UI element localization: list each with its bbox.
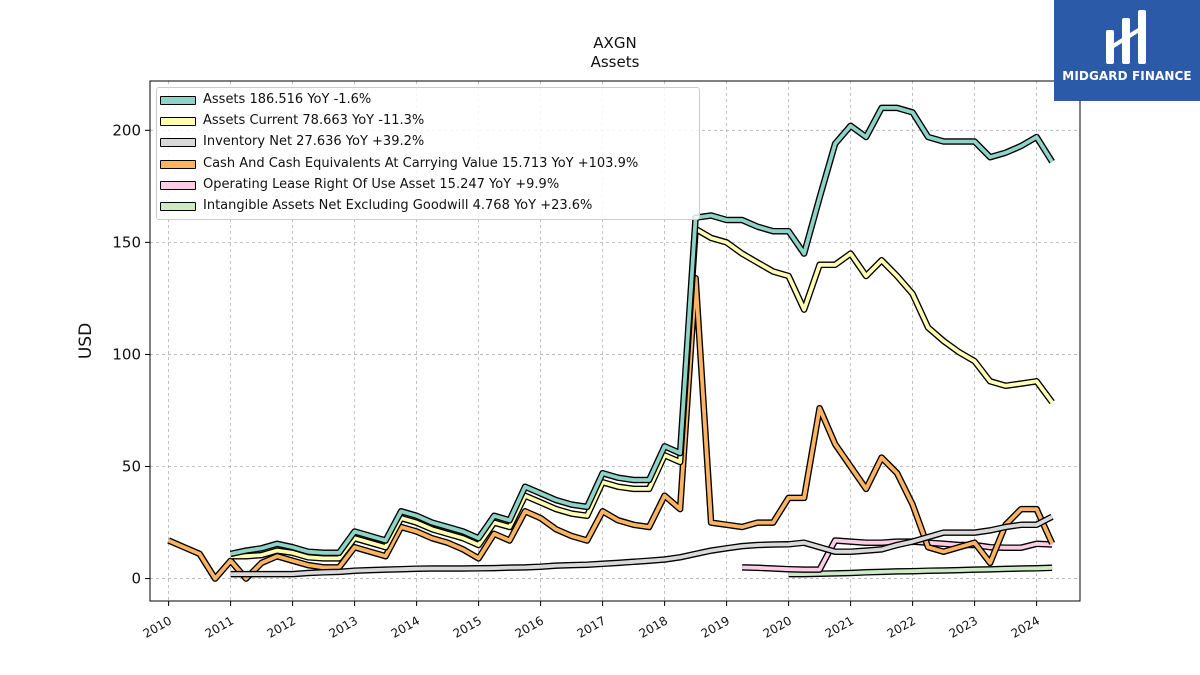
x-tick-label: 2017 — [575, 613, 608, 640]
legend-label: Cash And Cash Equivalents At Carrying Va… — [203, 156, 639, 171]
legend-item-cash: Cash And Cash Equivalents At Carrying Va… — [157, 154, 699, 174]
chart-title: AXGN — [593, 34, 636, 52]
y-tick-label: 0 — [131, 570, 141, 588]
series-line-cash-and-cash-equivalents-at-carrying-value — [167, 276, 1054, 581]
x-tick-label: 2021 — [823, 613, 856, 640]
x-tick-label: 2010 — [141, 613, 174, 640]
legend-label: Inventory Net 27.636 YoY +39.2% — [203, 134, 425, 149]
x-tick-label: 2018 — [637, 613, 670, 640]
legend-label: Intangible Assets Net Excluding Goodwill… — [203, 198, 593, 213]
logo-mark-icon — [1106, 10, 1146, 64]
y-tick-label: 150 — [112, 233, 141, 251]
legend-label: Assets Current 78.663 YoY -11.3% — [203, 113, 425, 128]
y-axis-label: USD — [76, 323, 96, 359]
series-outline-assets-current — [230, 225, 1055, 562]
legend-label: Assets 186.516 YoY -1.6% — [203, 92, 372, 107]
y-tick-label: 200 — [112, 121, 141, 139]
x-tick-label: 2019 — [699, 613, 732, 640]
x-tick-label: 2015 — [451, 613, 484, 640]
series-line-operating-lease-right-of-use-asset — [742, 538, 1053, 572]
legend-swatch-operating-lease — [160, 181, 196, 190]
series-line-inventory-net — [230, 515, 1053, 576]
legend-item-assets: Assets 186.516 YoY -1.6% — [157, 90, 699, 110]
legend-swatch-intangible-assets — [160, 202, 196, 211]
plot-area-frame — [149, 80, 1081, 602]
series-outline-cash-and-cash-equivalents-at-carrying-value — [167, 274, 1056, 582]
chart-subtitle: Assets — [591, 53, 640, 71]
x-tick-label: 2014 — [389, 613, 422, 640]
x-tick-label: 2011 — [203, 613, 236, 640]
x-tick-label: 2023 — [947, 613, 980, 640]
legend-item-operating-lease: Operating Lease Right Of Use Asset 15.24… — [157, 175, 699, 195]
legend-swatch-cash — [160, 160, 196, 169]
series-lines — [167, 104, 1056, 582]
x-tick-label: 2013 — [327, 613, 360, 640]
legend-item-assets-current: Assets Current 78.663 YoY -11.3% — [157, 111, 699, 131]
chart-legend: Assets 186.516 YoY -1.6% Assets Current … — [156, 87, 700, 220]
y-tick-label: 50 — [122, 458, 141, 476]
legend-swatch-assets — [160, 96, 196, 105]
brand-logo: MIDGARD FINANCE — [1054, 0, 1200, 101]
x-tick-label: 2024 — [1009, 613, 1042, 640]
legend-label: Operating Lease Right Of Use Asset 15.24… — [203, 177, 560, 192]
legend-item-inventory-net: Inventory Net 27.636 YoY +39.2% — [157, 132, 699, 152]
y-tick-label: 100 — [112, 345, 141, 363]
x-tick-label: 2016 — [513, 613, 546, 640]
series-line-intangible-assets-net-excluding-goodwill — [788, 565, 1053, 576]
x-tick-label: 2022 — [885, 613, 918, 640]
logo-text: MIDGARD FINANCE — [1062, 69, 1192, 83]
series-line-assets-current — [230, 226, 1054, 561]
series-line-assets — [230, 106, 1054, 556]
legend-item-intangible-assets: Intangible Assets Net Excluding Goodwill… — [157, 196, 699, 216]
x-tick-label: 2012 — [265, 613, 298, 640]
x-tick-label: 2020 — [761, 613, 794, 640]
legend-swatch-assets-current — [160, 117, 196, 126]
legend-swatch-inventory-net — [160, 138, 196, 147]
